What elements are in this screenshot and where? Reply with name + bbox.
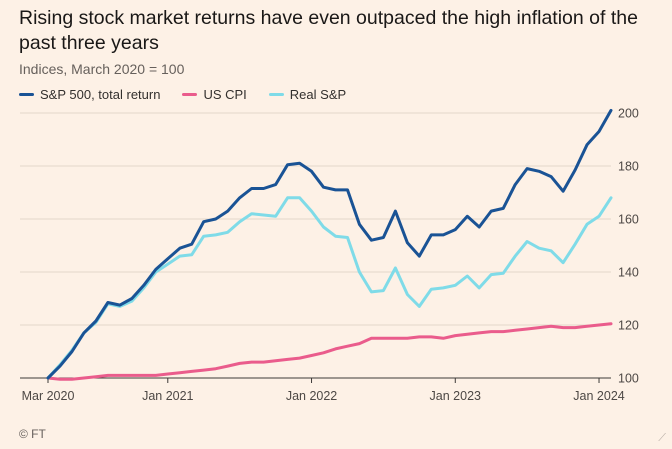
legend-item-real: Real S&P — [268, 87, 347, 102]
resize-grip-icon: ⟋ — [658, 432, 666, 444]
legend-swatch-real — [268, 93, 284, 96]
x-tick-label: Mar 2020 — [22, 389, 75, 403]
chart-subtitle: Indices, March 2020 = 100 — [19, 61, 185, 77]
chart-title: Rising stock market returns have even ou… — [19, 7, 638, 54]
y-tick-label: 160 — [618, 213, 639, 227]
legend-item-sp500: S&P 500, total return — [19, 87, 160, 102]
legend-swatch-cpi — [182, 93, 198, 96]
legend-label-real: Real S&P — [289, 87, 347, 102]
x-tick-label: Jan 2022 — [286, 389, 337, 403]
x-tick-label: Jan 2024 — [573, 389, 624, 403]
series-line-real-s-p — [46, 196, 613, 380]
y-tick-label: 120 — [618, 319, 639, 333]
chart-legend: S&P 500, total return US CPI Real S&P — [19, 87, 346, 102]
series-line-s-p-500-total-return — [46, 108, 613, 380]
legend-item-cpi: US CPI — [182, 87, 247, 102]
y-tick-label: 180 — [618, 160, 639, 174]
y-tick-label: 140 — [618, 266, 639, 280]
series-line-us-cpi — [46, 322, 613, 381]
x-tick-label: Jan 2021 — [142, 389, 193, 403]
legend-swatch-sp500 — [19, 93, 34, 96]
legend-label-cpi: US CPI — [203, 87, 247, 102]
x-tick-label: Jan 2023 — [430, 389, 481, 403]
source-credit: © FT — [19, 427, 46, 441]
y-tick-label: 100 — [618, 372, 639, 386]
y-tick-label: 200 — [618, 107, 639, 121]
legend-label-sp500: S&P 500, total return — [40, 87, 161, 102]
